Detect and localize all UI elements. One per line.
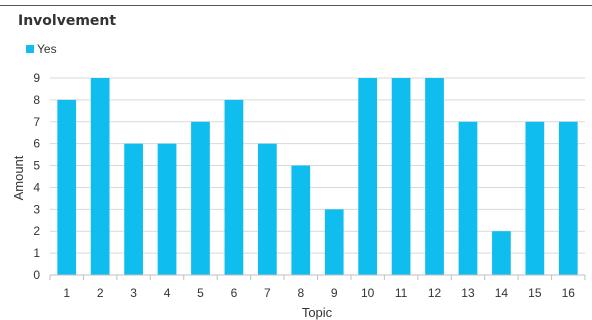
x-tick-label: 1	[63, 286, 70, 300]
bar-topic-3	[124, 143, 143, 275]
legend-label-yes: Yes	[37, 42, 57, 56]
bar-topic-10	[358, 78, 378, 275]
y-tick-label: 3	[33, 202, 40, 216]
x-tick-label: 5	[197, 286, 204, 300]
legend-swatch-yes	[26, 45, 34, 53]
x-tick-labels: 1 2 3 4 5 6 7 8 9 10 11 12 13 14 15 16	[63, 286, 575, 300]
bar-topic-6	[224, 99, 244, 275]
legend: Yes	[26, 42, 57, 56]
x-tick-label: 11	[395, 286, 408, 300]
y-axis-label: Amount	[11, 155, 26, 200]
x-tick-label: 13	[461, 286, 475, 300]
x-tick-label: 9	[331, 286, 338, 300]
bars	[57, 78, 578, 276]
x-tick-label: 2	[97, 286, 104, 300]
x-tick-label: 6	[231, 286, 238, 300]
x-tick-label: 7	[264, 286, 271, 300]
bar-topic-13	[458, 121, 478, 276]
x-tick-label: 3	[130, 286, 137, 300]
x-tick-label: 12	[428, 286, 442, 300]
y-tick-label: 1	[33, 246, 40, 260]
y-tick-labels: 0 1 2 3 4 5 6 7 8 9	[33, 71, 40, 282]
top-divider	[0, 5, 592, 6]
y-tick-label: 2	[33, 224, 40, 238]
bar-topic-12	[425, 78, 444, 275]
y-tick-label: 6	[33, 137, 40, 151]
x-tick-label: 10	[361, 286, 375, 300]
chart-title: Involvement	[18, 13, 117, 29]
axes	[49, 274, 586, 280]
bar-topic-11	[391, 78, 411, 275]
bar-topic-5	[191, 121, 210, 276]
bar-topic-15	[525, 121, 545, 276]
y-tick-label: 9	[33, 71, 40, 85]
x-tick-label: 15	[528, 286, 542, 300]
bar-topic-4	[157, 143, 177, 275]
bar-topic-7	[257, 143, 277, 275]
y-tick-label: 0	[33, 268, 40, 282]
bar-topic-2	[90, 78, 110, 275]
x-tick-label: 4	[164, 286, 171, 300]
bar-topic-14	[492, 231, 511, 275]
y-tick-label: 5	[33, 159, 40, 173]
bar-topic-8	[291, 165, 311, 275]
bar-topic-9	[324, 209, 344, 275]
x-tick-label: 14	[495, 286, 509, 300]
bar-topic-1	[57, 99, 77, 275]
bar-topic-16	[558, 121, 578, 276]
x-tick-label: 8	[297, 286, 304, 300]
y-tick-label: 4	[33, 180, 40, 194]
x-axis-label: Topic	[302, 305, 333, 320]
y-tick-label: 8	[33, 93, 40, 107]
y-tick-label: 7	[33, 115, 40, 129]
x-tick-label: 16	[562, 286, 576, 300]
